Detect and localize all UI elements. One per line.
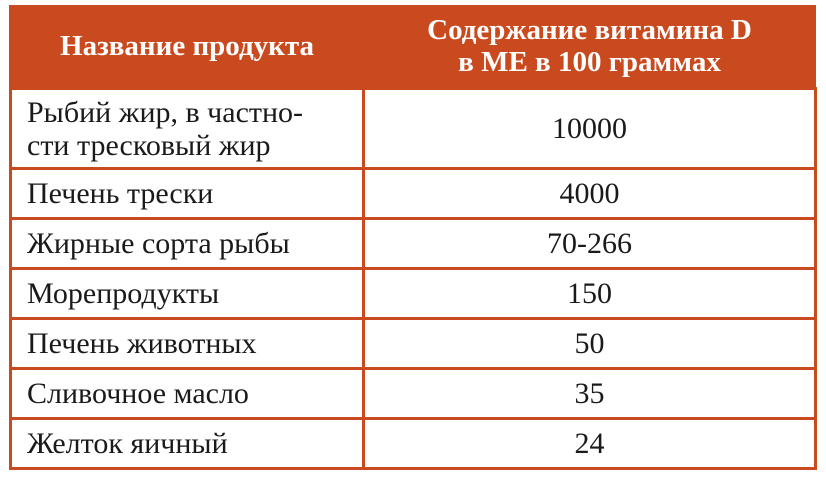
product-name-cell: Печень животных: [9, 317, 365, 371]
table-row: Печень животных 50: [9, 317, 817, 371]
header-vitamin-content-line2: в МЕ в 100 граммах: [458, 46, 721, 78]
table-row: Желток яичный 24: [9, 417, 817, 470]
product-name-cell: Рыбий жир, в частно-сти тресковый жир: [9, 86, 365, 171]
vitamin-value-cell: 10000: [362, 86, 817, 171]
table-row: Жирные сорта рыбы 70-266: [9, 217, 817, 271]
vitamin-value-cell: 150: [362, 267, 817, 321]
vitamin-value-cell: 4000: [362, 167, 817, 221]
table-row: Рыбий жир, в частно-сти тресковый жир 10…: [9, 86, 817, 171]
table-row: Печень трески 4000: [9, 167, 817, 221]
header-vitamin-content-line1: Содержание витамина D: [427, 14, 752, 46]
product-name-cell: Сливочное масло: [9, 367, 365, 420]
vitamin-value-cell: 35: [362, 367, 817, 420]
header-product-name: Название продукта: [10, 5, 364, 89]
product-name-cell: Морепродукты: [9, 267, 365, 321]
product-name-cell: Жирные сорта рыбы: [9, 217, 365, 271]
product-name-cell: Печень трески: [9, 167, 365, 221]
product-name-line1: Рыбий жир, в частно-: [27, 95, 304, 129]
table-row: Морепродукты 150: [9, 267, 817, 321]
vitamin-value-cell: 70-266: [362, 217, 817, 271]
header-product-name-text: Название продукта: [60, 30, 314, 62]
table-row: Сливочное масло 35: [9, 367, 817, 420]
vitamin-value-cell: 50: [362, 317, 817, 371]
product-name-cell: Желток яичный: [9, 417, 365, 470]
vitamin-value-cell: 24: [362, 417, 817, 470]
product-name-line2: сти тресковый жир: [27, 128, 271, 162]
table-body: Рыбий жир, в частно-сти тресковый жир 10…: [9, 86, 817, 470]
